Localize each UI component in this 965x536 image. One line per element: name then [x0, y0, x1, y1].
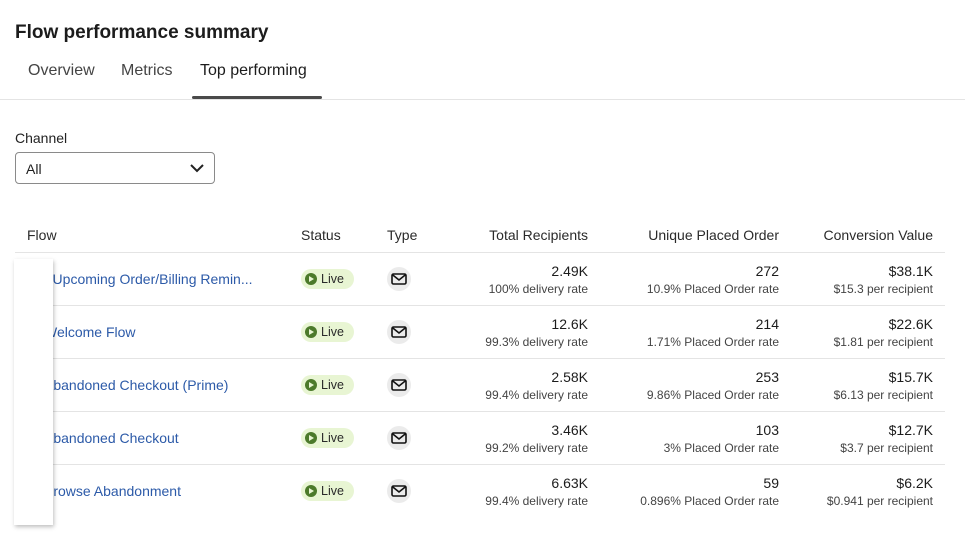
table-row: Abandoned Checkout Live 3.46K 99.2% deliv… [15, 412, 945, 465]
conversion-value: $6.2K [896, 475, 933, 491]
table-header: Flow Status Type Total Recipients Unique… [15, 218, 945, 253]
conversion-value-cell: $38.1K $15.3 per recipient [834, 263, 933, 296]
status-text: Live [321, 378, 344, 392]
recipients-value: 12.6K [551, 316, 588, 332]
table-row: - Upcoming Order/Billing Remin... Live 2… [15, 253, 945, 306]
placed-order-cell: 253 9.86% Placed Order rate [647, 369, 779, 402]
placed-order-rate: 1.71% Placed Order rate [646, 335, 779, 349]
table-row: Abandoned Checkout (Prime) Live 2.58K 99.… [15, 359, 945, 412]
channel-select[interactable]: All [15, 152, 215, 184]
flow-link[interactable]: Browse Abandonment [44, 483, 181, 499]
play-icon [305, 485, 317, 497]
placed-order-rate: 10.9% Placed Order rate [646, 282, 779, 296]
status-badge: Live [301, 269, 354, 289]
status-text: Live [321, 272, 344, 286]
status-badge: Live [301, 322, 354, 342]
play-icon [305, 432, 317, 444]
conversion-value: $22.6K [888, 316, 933, 332]
placed-order-rate: 3% Placed Order rate [663, 441, 779, 455]
placed-order-value: 103 [755, 422, 779, 438]
flow-link[interactable]: Abandoned Checkout (Prime) [44, 377, 229, 393]
table-row: Browse Abandonment Live 6.63K 99.4% deliv… [15, 465, 945, 518]
delivery-rate: 99.2% delivery rate [485, 441, 588, 455]
email-icon [387, 479, 411, 503]
email-icon [387, 267, 411, 291]
flow-link[interactable]: Abandoned Checkout [44, 430, 179, 446]
placed-order-cell: 59 0.896% Placed Order rate [640, 475, 779, 508]
tab-bar: Overview Metrics Top performing [0, 56, 965, 100]
flow-link[interactable]: - Upcoming Order/Billing Remin... [44, 271, 253, 287]
total-recipients-cell: 3.46K 99.2% delivery rate [485, 422, 588, 455]
recipients-value: 6.63K [551, 475, 588, 491]
recipients-value: 3.46K [551, 422, 588, 438]
col-total-recipients: Total Recipients [489, 227, 588, 243]
placed-order-cell: 214 1.71% Placed Order rate [647, 316, 779, 349]
per-recipient-value: $1.81 per recipient [833, 335, 933, 349]
delivery-rate: 99.4% delivery rate [485, 494, 588, 508]
placed-order-rate: 9.86% Placed Order rate [646, 388, 779, 402]
conversion-value-cell: $12.7K $3.7 per recipient [840, 422, 933, 455]
placed-order-cell: 272 10.9% Placed Order rate [647, 263, 779, 296]
col-unique-placed-order: Unique Placed Order [648, 227, 779, 243]
conversion-value: $12.7K [888, 422, 933, 438]
active-tab-indicator [192, 96, 322, 99]
status-text: Live [321, 484, 344, 498]
placed-order-value: 59 [763, 475, 779, 491]
recipients-value: 2.58K [551, 369, 588, 385]
delivery-rate: 100% delivery rate [488, 282, 588, 296]
page-title: Flow performance summary [15, 22, 269, 43]
conversion-value-cell: $15.7K $6.13 per recipient [834, 369, 933, 402]
col-conversion-value: Conversion Value [823, 227, 933, 243]
total-recipients-cell: 6.63K 99.4% delivery rate [485, 475, 588, 508]
status-text: Live [321, 431, 344, 445]
col-status: Status [301, 227, 341, 243]
placed-order-cell: 103 3% Placed Order rate [664, 422, 779, 455]
tab-metrics[interactable]: Metrics [121, 62, 173, 79]
total-recipients-cell: 12.6K 99.3% delivery rate [485, 316, 588, 349]
email-icon [387, 426, 411, 450]
email-icon [387, 373, 411, 397]
per-recipient-value: $3.7 per recipient [840, 441, 933, 455]
col-type: Type [387, 227, 418, 243]
play-icon [305, 379, 317, 391]
col-flow: Flow [27, 227, 57, 243]
per-recipient-value: $15.3 per recipient [833, 282, 933, 296]
status-badge: Live [301, 375, 354, 395]
total-recipients-cell: 2.49K 100% delivery rate [489, 263, 588, 296]
placed-order-value: 272 [755, 263, 779, 279]
per-recipient-value: $6.13 per recipient [833, 388, 933, 402]
channel-label: Channel [15, 130, 68, 146]
email-icon [387, 320, 411, 344]
tab-top-performing[interactable]: Top performing [200, 62, 307, 79]
flow-link[interactable]: Welcome Flow [44, 324, 136, 340]
conversion-value-cell: $6.2K $0.941 per recipient [827, 475, 933, 508]
table-row: Welcome Flow Live 12.6K 99.3% delivery ra… [15, 306, 945, 359]
conversion-value: $38.1K [888, 263, 933, 279]
status-text: Live [321, 325, 344, 339]
chevron-down-icon [190, 164, 204, 173]
status-badge: Live [301, 428, 354, 448]
placed-order-value: 253 [755, 369, 779, 385]
delivery-rate: 99.4% delivery rate [485, 388, 588, 402]
channel-select-value: All [26, 161, 42, 177]
play-icon [305, 273, 317, 285]
sticky-column-overlay [14, 259, 53, 525]
delivery-rate: 99.3% delivery rate [485, 335, 588, 349]
per-recipient-value: $0.941 per recipient [826, 494, 933, 508]
recipients-value: 2.49K [551, 263, 588, 279]
placed-order-rate: 0.896% Placed Order rate [640, 494, 779, 508]
status-badge: Live [301, 481, 354, 501]
conversion-value: $15.7K [888, 369, 933, 385]
tab-overview[interactable]: Overview [28, 62, 95, 79]
placed-order-value: 214 [755, 316, 779, 332]
play-icon [305, 326, 317, 338]
flows-table: Flow Status Type Total Recipients Unique… [15, 218, 945, 518]
total-recipients-cell: 2.58K 99.4% delivery rate [485, 369, 588, 402]
conversion-value-cell: $22.6K $1.81 per recipient [834, 316, 933, 349]
